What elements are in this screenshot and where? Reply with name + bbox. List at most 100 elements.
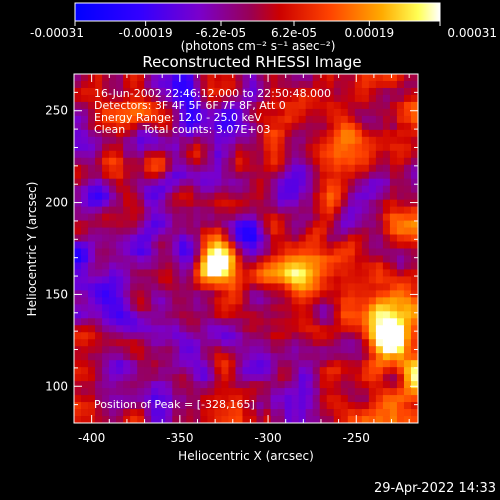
heatmap-cell <box>130 136 138 145</box>
heatmap-cell <box>144 220 152 228</box>
heatmap-cell <box>200 80 208 89</box>
heatmap-cell <box>242 318 250 326</box>
heatmap-cell <box>291 143 300 152</box>
heatmap-cell <box>130 227 138 235</box>
heatmap-cell <box>151 409 159 417</box>
heatmap-cell <box>81 143 89 152</box>
heatmap-cell <box>333 157 342 166</box>
heatmap-cell <box>319 346 328 354</box>
heatmap-cell <box>256 206 264 214</box>
heatmap-cell <box>291 115 300 124</box>
heatmap-cell <box>207 318 215 326</box>
heatmap-cell <box>326 164 335 173</box>
heatmap-cell <box>221 332 229 340</box>
heatmap-cell <box>228 276 236 284</box>
heatmap-cell <box>354 143 363 152</box>
heatmap-cell <box>200 136 208 145</box>
heatmap-cell <box>81 255 89 263</box>
heatmap-cell <box>277 129 286 138</box>
heatmap-cell <box>228 80 236 89</box>
heatmap-cell <box>291 416 300 424</box>
heatmap-cell <box>214 304 222 312</box>
heatmap-cell <box>347 332 356 340</box>
heatmap-cell <box>319 108 328 117</box>
heatmap-cell <box>102 206 110 214</box>
heatmap-cell <box>382 143 391 152</box>
heatmap-cell <box>256 269 264 277</box>
heatmap-cell <box>200 143 208 152</box>
heatmap-cell <box>179 101 187 110</box>
heatmap-cell <box>165 227 173 235</box>
heatmap-cell <box>389 353 398 361</box>
heatmap-cell <box>403 199 412 208</box>
heatmap-cell <box>277 402 286 410</box>
heatmap-cell <box>382 220 391 228</box>
heatmap-cell <box>263 115 271 124</box>
heatmap-cell <box>144 255 152 263</box>
heatmap-cell <box>249 346 257 354</box>
heatmap-cell <box>109 178 117 187</box>
heatmap-cell <box>130 416 138 424</box>
heatmap-cell <box>375 374 384 382</box>
heatmap-cell <box>88 276 96 284</box>
heatmap-cell <box>291 220 300 228</box>
heatmap-cell <box>333 150 342 159</box>
heatmap-cell <box>207 325 215 333</box>
heatmap-cell <box>277 304 286 312</box>
heatmap-cell <box>144 402 152 410</box>
heatmap-cell <box>221 122 229 131</box>
heatmap-cell <box>326 255 335 263</box>
heatmap-cell <box>403 381 412 389</box>
heatmap-cell <box>319 129 328 138</box>
heatmap-cell <box>396 157 405 166</box>
heatmap-cell <box>249 94 257 103</box>
heatmap-cell <box>277 192 286 201</box>
heatmap-cell <box>396 136 405 145</box>
heatmap-cell <box>172 227 180 235</box>
heatmap-cell <box>207 374 215 382</box>
heatmap-cell <box>263 185 271 194</box>
heatmap-cell <box>270 129 278 138</box>
heatmap-cell <box>214 409 222 417</box>
heatmap-cell <box>375 360 384 368</box>
heatmap-cell <box>368 339 377 347</box>
heatmap-cell <box>179 332 187 340</box>
heatmap-cell <box>256 353 264 361</box>
heatmap-cell <box>158 381 166 389</box>
colorbar-tick-label: -6.2e-05 <box>196 26 246 40</box>
heatmap-cell <box>88 150 96 159</box>
heatmap-cell <box>396 290 405 298</box>
heatmap-cell <box>200 115 208 124</box>
heatmap-cell <box>270 346 278 354</box>
heatmap-cell <box>396 346 405 354</box>
heatmap-cell <box>403 367 412 375</box>
heatmap-cell <box>130 367 138 375</box>
heatmap-cell <box>263 269 271 277</box>
heatmap-cell <box>235 416 243 424</box>
heatmap-cell <box>277 213 286 221</box>
heatmap-cell <box>249 290 257 298</box>
heatmap-cell <box>375 255 384 263</box>
heatmap-cell <box>249 136 257 145</box>
heatmap-cell <box>144 185 152 194</box>
heatmap-cell <box>130 178 138 187</box>
heatmap-cell <box>235 297 243 305</box>
heatmap-cell <box>291 255 300 263</box>
heatmap-cell <box>403 332 412 340</box>
heatmap-cell <box>277 325 286 333</box>
heatmap-cell <box>109 136 117 145</box>
heatmap-cell <box>144 304 152 312</box>
heatmap-cell <box>235 262 243 270</box>
heatmap-cell <box>179 346 187 354</box>
heatmap-cell <box>235 157 243 166</box>
heatmap-cell <box>368 178 377 187</box>
heatmap-cell <box>284 290 293 298</box>
heatmap-cell <box>109 388 117 396</box>
heatmap-cell <box>88 87 96 96</box>
heatmap-cell <box>305 192 314 201</box>
heatmap-cell <box>270 74 278 82</box>
heatmap-cell <box>172 360 180 368</box>
heatmap-cell <box>165 108 173 117</box>
heatmap-cell <box>326 108 335 117</box>
heatmap-cell <box>249 325 257 333</box>
